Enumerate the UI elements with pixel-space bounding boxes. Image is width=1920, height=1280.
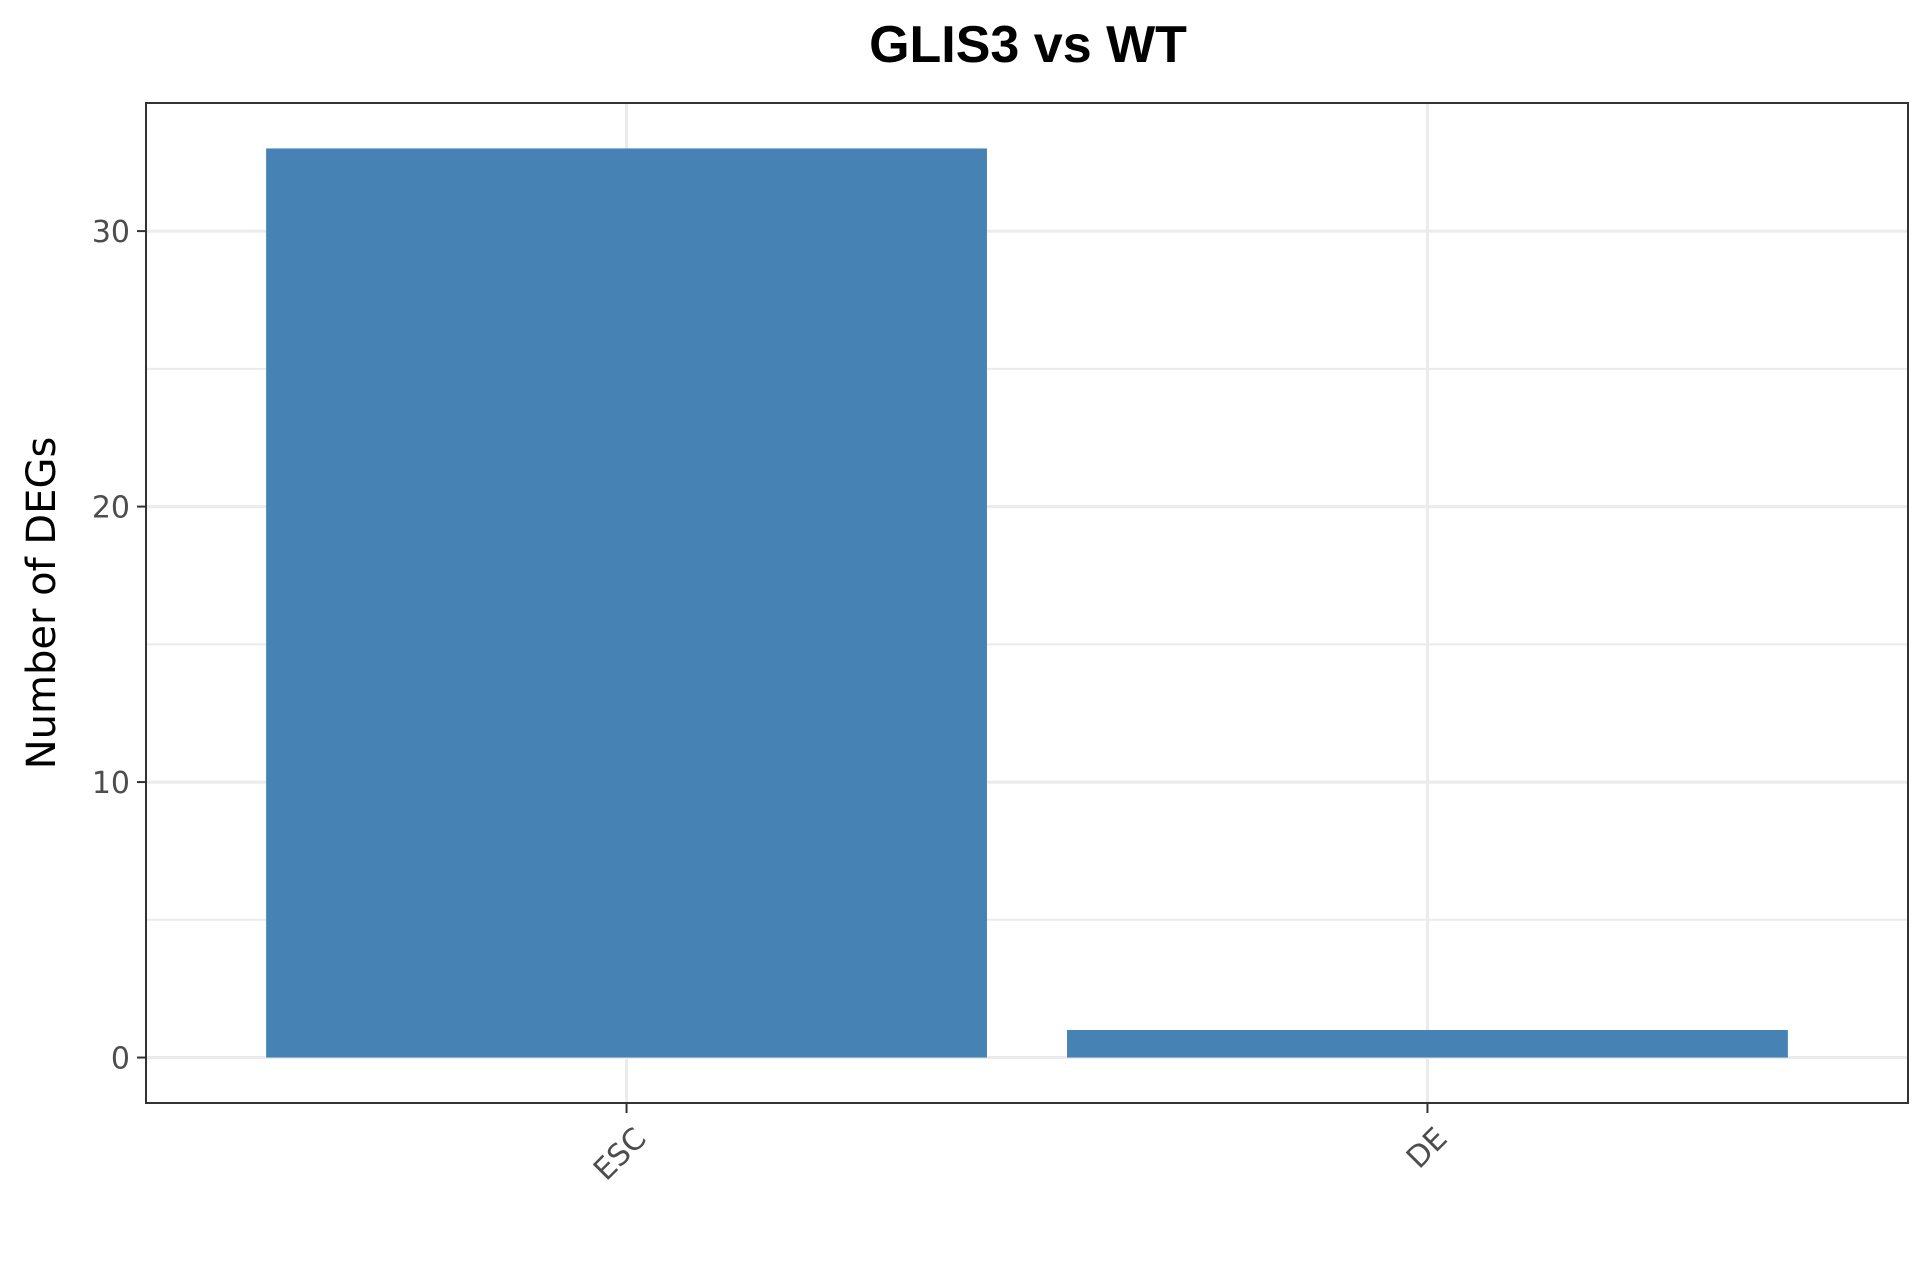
chart-title: GLIS3 vs WT [869,16,1187,74]
plot-panel [145,102,1909,1104]
y-tick-label: 20 [92,491,130,526]
bar-esc [266,148,987,1058]
bar-de [1067,1029,1788,1058]
y-tick-label: 30 [92,215,130,250]
y-tick-label: 0 [111,1042,130,1077]
y-tick-label: 10 [92,766,130,801]
bars [266,148,1788,1058]
y-axis-label: Number of DEGs [19,437,65,770]
y-axis: 0 10 20 30 [92,215,146,1077]
panel-border [145,102,1909,1104]
